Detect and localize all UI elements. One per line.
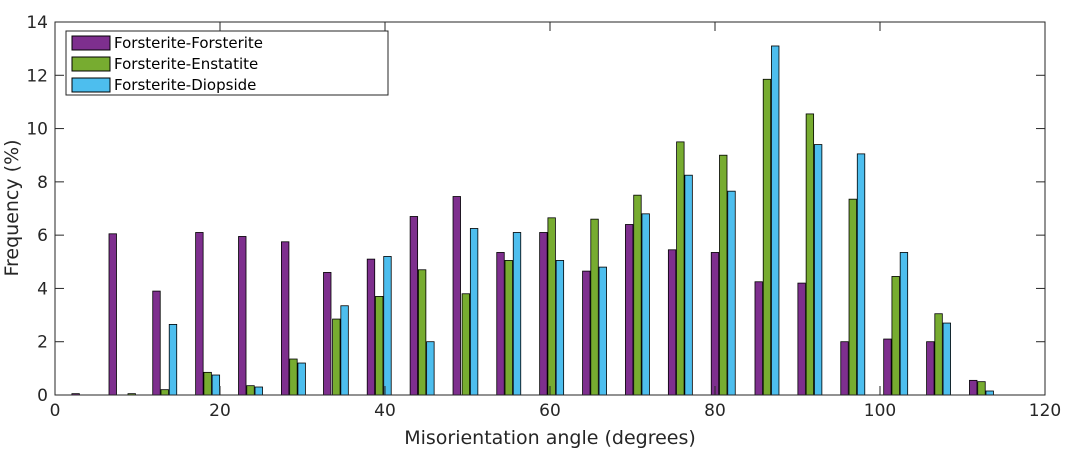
bar-forsterite-diopside <box>297 362 306 396</box>
bar-forsterite-enstatite <box>891 276 900 396</box>
y-tick-label: 4 <box>37 279 48 299</box>
bar-forsterite-forsterite <box>926 341 935 396</box>
x-axis: 0 20 40 60 80 100 120 <box>50 22 1061 421</box>
x-axis-title: Misorientation angle (degrees) <box>404 427 696 449</box>
bar-forsterite-diopside <box>383 256 392 396</box>
bar-forsterite-enstatite <box>762 78 772 396</box>
bar-forsterite-enstatite <box>504 260 513 396</box>
x-tick-label: 120 <box>1029 401 1061 421</box>
bar-forsterite-forsterite <box>152 290 161 396</box>
bar-forsterite-forsterite <box>108 233 117 396</box>
bar-forsterite-forsterite <box>969 379 978 396</box>
bar-forsterite-diopside <box>899 252 909 396</box>
bar-forsterite-enstatite <box>977 381 986 396</box>
bar-forsterite-diopside <box>168 323 178 396</box>
bar-forsterite-diopside <box>684 174 693 396</box>
bar-forsterite-enstatite <box>203 371 212 396</box>
legend-label-forsterite-enstatite: Forsterite-Enstatite <box>114 55 258 73</box>
bar-forsterite-forsterite <box>582 270 591 396</box>
bar-forsterite-diopside <box>555 260 565 396</box>
x-tick-label: 60 <box>539 401 561 421</box>
legend-label-forsterite-forsterite: Forsterite-Forsterite <box>114 34 263 52</box>
y-axis: 0 2 4 6 8 10 12 14 <box>26 13 1045 406</box>
bar-forsterite-forsterite <box>323 272 332 396</box>
bar-forsterite-forsterite <box>883 338 892 396</box>
y-tick-label: 12 <box>26 66 48 86</box>
bar-forsterite-diopside <box>771 45 780 396</box>
bar-forsterite-forsterite <box>667 249 677 396</box>
bar-forsterite-enstatite <box>676 141 685 396</box>
bar-forsterite-enstatite <box>246 385 255 396</box>
bar-forsterite-enstatite <box>375 296 384 396</box>
y-tick-label: 0 <box>37 386 48 406</box>
bar-forsterite-enstatite <box>417 269 427 396</box>
x-tick-label: 0 <box>50 401 61 421</box>
legend-swatch-forsterite-enstatite <box>71 56 111 72</box>
y-tick-label: 2 <box>37 333 48 353</box>
y-tick-label: 6 <box>37 226 48 246</box>
legend-swatch-forsterite-diopside <box>71 77 111 93</box>
legend: Forsterite-Forsterite Forsterite-Enstati… <box>65 30 389 96</box>
bar-forsterite-forsterite <box>840 341 849 396</box>
y-tick-label: 10 <box>26 120 48 140</box>
bar-forsterite-diopside <box>598 266 607 396</box>
y-axis-title: Frequency (%) <box>1 139 23 276</box>
bar-forsterite-enstatite <box>547 217 556 396</box>
bar-forsterite-diopside <box>211 374 221 396</box>
bar-forsterite-enstatite <box>934 313 943 396</box>
x-tick-label: 20 <box>209 401 231 421</box>
bar-forsterite-forsterite <box>195 232 204 396</box>
y-tick-label: 8 <box>37 173 48 193</box>
bar-forsterite-forsterite <box>625 224 634 396</box>
bar-forsterite-forsterite <box>797 282 806 396</box>
bar-forsterite-diopside <box>942 322 951 396</box>
bar-forsterite-diopside <box>340 305 349 396</box>
x-tick-label: 100 <box>864 401 896 421</box>
x-tick-label: 40 <box>374 401 396 421</box>
bar-forsterite-enstatite <box>633 194 642 396</box>
bar-forsterite-forsterite <box>366 258 376 396</box>
bar-forsterite-enstatite <box>805 113 815 396</box>
bar-forsterite-enstatite <box>590 218 599 396</box>
bar-forsterite-enstatite <box>848 198 857 396</box>
bar-forsterite-diopside <box>813 144 823 396</box>
bar-forsterite-forsterite <box>238 236 247 396</box>
bar-forsterite-forsterite <box>409 216 419 396</box>
x-tick-label: 80 <box>704 401 726 421</box>
bar-forsterite-diopside <box>727 190 736 396</box>
bar-forsterite-diopside <box>469 228 479 396</box>
bar-forsterite-forsterite <box>539 232 548 396</box>
legend-box <box>65 30 389 96</box>
bar-forsterite-enstatite <box>289 358 298 396</box>
bar-forsterite-diopside <box>985 390 994 396</box>
bar-forsterite-forsterite <box>496 252 505 396</box>
bar-forsterite-diopside <box>856 153 866 396</box>
bar-forsterite-enstatite <box>332 318 341 396</box>
bar-forsterite-enstatite <box>160 389 169 396</box>
bar-forsterite-diopside <box>254 386 263 396</box>
legend-label-forsterite-diopside: Forsterite-Diopside <box>114 76 256 94</box>
bar-forsterite-diopside <box>426 341 435 396</box>
y-tick-label: 14 <box>26 13 48 33</box>
bar-forsterite-forsterite <box>754 281 763 396</box>
bar-forsterite-enstatite <box>461 293 471 396</box>
bar-forsterite-forsterite <box>710 252 720 396</box>
bar-forsterite-forsterite <box>452 196 461 396</box>
legend-swatch-forsterite-forsterite <box>71 35 111 51</box>
bar-forsterite-diopside <box>512 232 522 396</box>
bar-forsterite-forsterite <box>281 241 290 396</box>
bar-forsterite-enstatite <box>719 154 728 396</box>
bar-forsterite-diopside <box>641 213 650 396</box>
